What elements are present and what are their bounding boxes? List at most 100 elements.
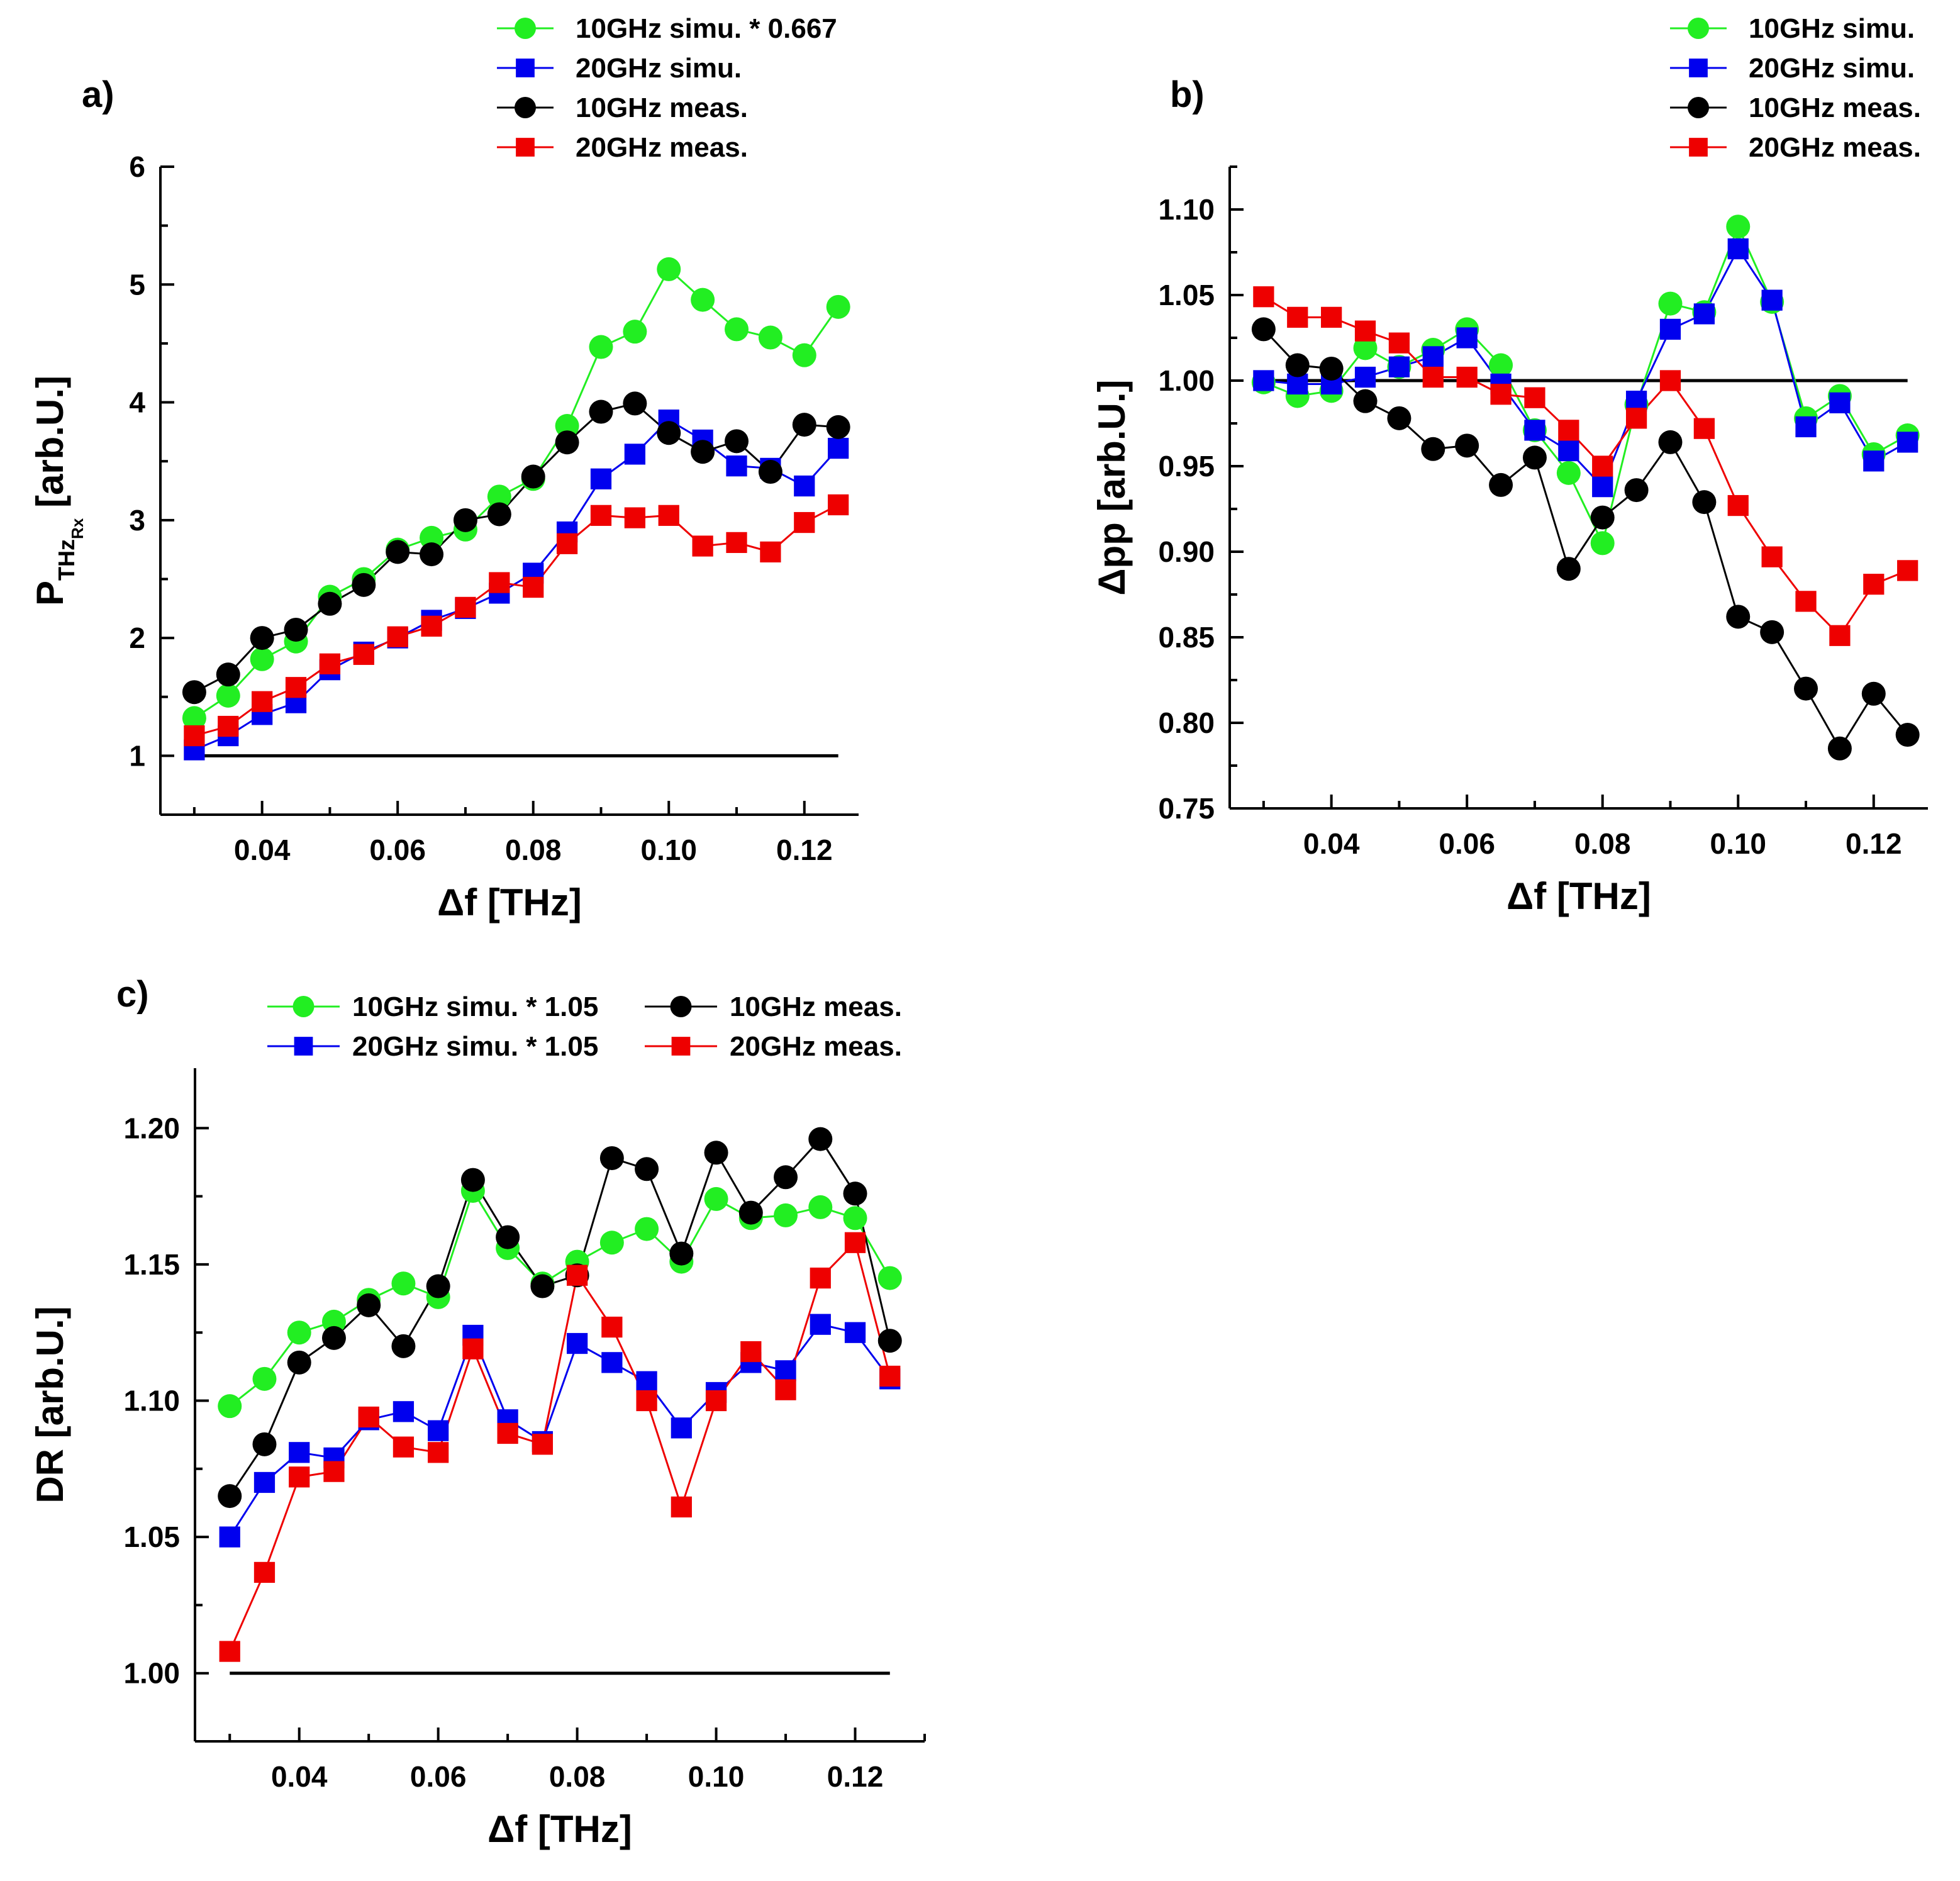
data-point (426, 1274, 450, 1298)
data-point (521, 464, 545, 489)
data-point (420, 525, 444, 550)
data-point (1829, 392, 1851, 413)
data-point (462, 1338, 484, 1359)
y-tick-label: 1.00 (123, 1657, 180, 1690)
data-point (1794, 676, 1818, 701)
y-tick-label: 3 (129, 504, 145, 537)
data-point (1761, 289, 1783, 311)
data-point (289, 1466, 310, 1488)
legend-square-marker (294, 1037, 313, 1056)
data-point (284, 617, 308, 642)
data-point (453, 508, 477, 532)
y-tick-label: 0.90 (1158, 535, 1215, 568)
y-tick-label: 1.10 (123, 1385, 180, 1417)
legend-label: 10GHz meas. (1749, 92, 1921, 123)
data-point (318, 591, 342, 616)
y-tick-label: 1.20 (123, 1112, 180, 1144)
data-point (624, 444, 645, 465)
y-tick-label: 1.05 (123, 1521, 180, 1553)
legend-square-marker (516, 59, 535, 77)
x-axis-title: Δf [THz] (487, 1808, 632, 1850)
data-point (601, 1352, 623, 1373)
data-point (704, 1186, 728, 1211)
legend-label: 20GHz simu. * 1.05 (352, 1031, 598, 1062)
data-point (1726, 605, 1751, 629)
y-tick-label: 1.00 (1158, 364, 1215, 397)
panel-label-a: a) (82, 74, 114, 115)
data-point (387, 626, 408, 647)
series-20ghz-meas (1253, 286, 1918, 646)
data-point (794, 511, 815, 533)
data-point (1658, 430, 1683, 454)
data-point (250, 626, 274, 650)
legend-item: 10GHz simu. * 0.667 (497, 13, 837, 44)
data-point (321, 1326, 346, 1350)
data-point (589, 335, 613, 359)
data-point (1692, 490, 1717, 515)
data-point (1456, 366, 1478, 388)
x-tick-label: 0.06 (369, 834, 426, 866)
legend-label: 10GHz simu. * 1.05 (352, 991, 598, 1022)
series-10ghz-meas (182, 391, 850, 705)
y-axis-title: Δpp [arb.U.] (1091, 379, 1133, 595)
panel-a: a) 0.04 0.06 0.08 0.10 0.12 1 2 3 4 5 6 Δf [THz] PTHz… (29, 13, 859, 924)
y-tick-label: 0.75 (1158, 792, 1215, 825)
data-point (391, 1271, 416, 1296)
legend-label: 10GHz meas. (576, 92, 748, 123)
data-point (808, 1127, 833, 1151)
data-point (1354, 320, 1376, 342)
data-point (810, 1314, 831, 1335)
data-point (1556, 557, 1581, 581)
panel-c: c) 0.04 0.06 0.08 0.10 0.12 1.00 1.05 1.10 1.15 1.… (29, 974, 926, 1850)
data-point (774, 1165, 798, 1190)
data-point (758, 325, 782, 350)
legend-circle-marker (1688, 97, 1709, 118)
data-point (393, 1401, 415, 1422)
y-tick-label: 2 (129, 622, 145, 654)
data-point (487, 502, 511, 527)
legend-item: 10GHz simu. (1670, 13, 1915, 44)
data-point (705, 1390, 727, 1412)
data-point (657, 421, 681, 445)
y-tick-label: 6 (129, 150, 145, 183)
x-tick-label: 0.08 (549, 1760, 606, 1793)
data-point (1287, 306, 1308, 328)
x-axis-title: Δf [THz] (437, 881, 582, 924)
legend-item: 20GHz meas. (497, 132, 748, 163)
data-point (726, 532, 747, 554)
data-point (1861, 681, 1886, 706)
legend: 10GHz simu. * 0.667 20GHz simu. 10GHz meas… (497, 13, 837, 163)
data-point (253, 1561, 276, 1583)
data-point (420, 542, 444, 567)
legend-label: 20GHz meas. (576, 132, 748, 163)
legend-square-marker (1689, 138, 1708, 157)
data-point (758, 460, 782, 484)
data-point (1321, 306, 1342, 328)
data-point (879, 1365, 901, 1387)
legend-label: 10GHz simu. * 0.667 (576, 13, 837, 44)
x-tick-label: 0.06 (1439, 827, 1495, 860)
data-point (1253, 286, 1274, 308)
data-point (1456, 327, 1478, 349)
data-point (1829, 625, 1851, 646)
y-tick-label: 1 (129, 739, 145, 772)
legend-circle-marker (515, 18, 536, 39)
data-point (792, 343, 816, 367)
data-point (428, 1420, 449, 1441)
data-point (287, 1350, 311, 1375)
data-point (740, 1341, 762, 1363)
legend-label: 10GHz simu. (1749, 13, 1915, 44)
data-point (1693, 418, 1715, 439)
data-point (1590, 531, 1615, 555)
legend-item: 10GHz meas. (1670, 92, 1921, 123)
y-axis-title: DR [arb.U.] (29, 1306, 71, 1503)
legend-square-marker (516, 138, 535, 157)
series-10ghz-simu (1251, 215, 1920, 555)
legend-item: 20GHz simu. * 1.05 (267, 1031, 598, 1062)
data-point (1795, 591, 1817, 612)
y-tick-label: 1.05 (1158, 279, 1215, 311)
data-point (253, 1471, 276, 1493)
x-tick-label: 0.12 (776, 834, 833, 866)
y-axis-title: PTHzRx [arb.U.] (29, 376, 87, 606)
